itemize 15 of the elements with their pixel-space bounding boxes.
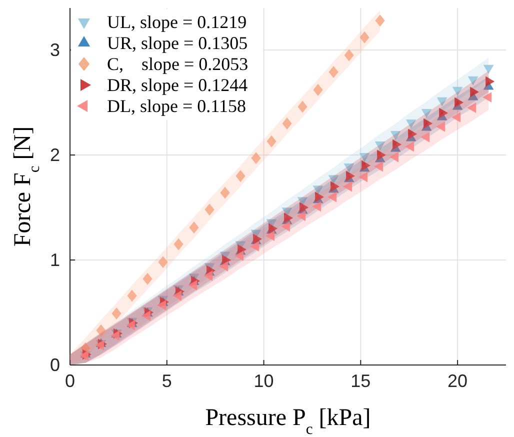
y-tick-label: 0 [50,355,60,375]
x-tick-label: 0 [64,371,76,391]
legend-label: DL, slope = 0.1158 [107,96,246,116]
x-axis-title: Pressure P$_{c}$ [kPa] [205,405,371,437]
x-tick-label: 15 [350,371,371,391]
x-tick-label: 10 [254,371,274,391]
x-tick-label: 20 [448,371,468,391]
y-tick-label: 3 [50,40,60,60]
y-tick-label: 1 [50,250,60,270]
legend-label: C, slope = 0.2053 [107,54,248,74]
legend-label: UL, slope = 0.1219 [107,12,247,32]
legend-label: DR, slope = 0.1244 [107,75,248,95]
x-tick-label: 5 [162,371,172,391]
y-tick-label: 2 [50,145,60,165]
legend-label: UR, slope = 0.1305 [107,33,248,53]
